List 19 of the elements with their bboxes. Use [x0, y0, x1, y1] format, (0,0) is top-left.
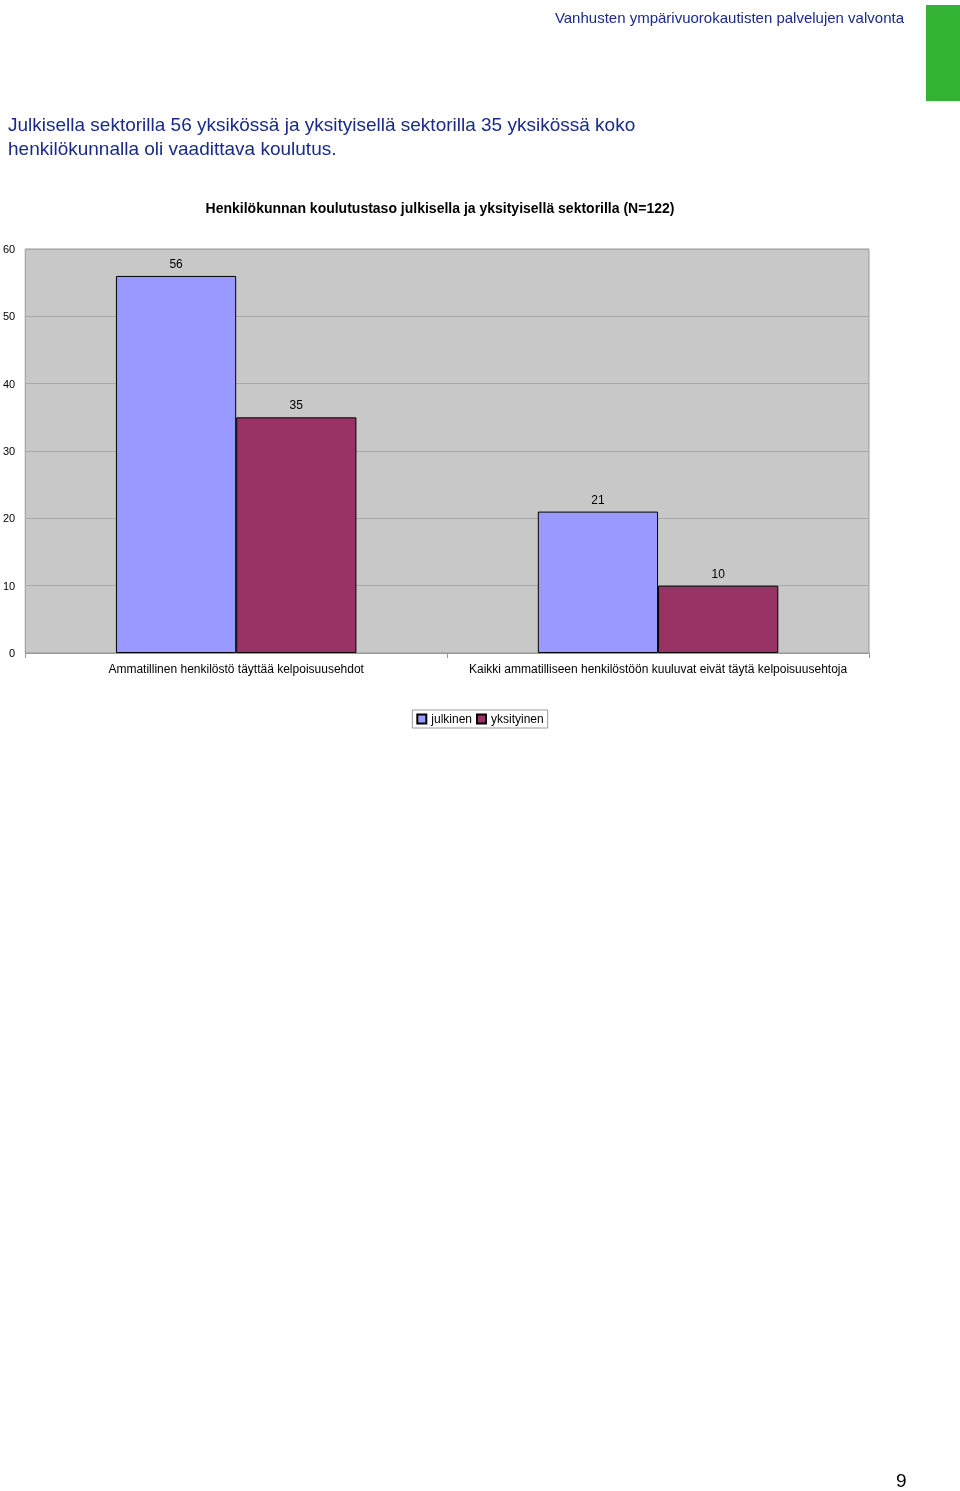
data-label: 56	[169, 256, 184, 271]
data-label: 10	[711, 566, 726, 581]
y-tick-label: 10	[2, 579, 16, 592]
y-tick-label: 0	[9, 647, 16, 659]
x-tick-label: Kaikki ammatilliseen henkilöstöön kuuluvat eivät täytä kelpoisuusehtoja	[468, 662, 848, 676]
y-tick-label: 50	[2, 310, 16, 323]
text: 9	[896, 1470, 907, 1491]
data-label: 21	[591, 492, 605, 507]
text: Julkisella sektorilla 56 yksikössä ja yksityisellä sektorilla 35 yksikössä koko henkilökunnalla oli vaadittava koulutus.	[8, 113, 637, 161]
y-tick-label: 60	[2, 243, 16, 255]
x-tick-label: Ammatillinen henkilöstö täyttää kelpoisuusehdot	[108, 662, 365, 676]
legend-label: julkinen	[430, 712, 473, 726]
data-label: 35	[289, 398, 304, 413]
y-tick-label: 40	[2, 377, 16, 390]
y-tick-label: 30	[2, 445, 16, 457]
chart-title: Henkilökunnan koulutustaso julkisella ja yksityisellä sektorilla (N=122)	[205, 200, 675, 216]
y-tick-label: 20	[2, 512, 16, 525]
text: Vanhusten ympärivuorokautisten palvelujen valvonta	[554, 9, 904, 26]
legend-label: yksityinen	[491, 712, 544, 726]
